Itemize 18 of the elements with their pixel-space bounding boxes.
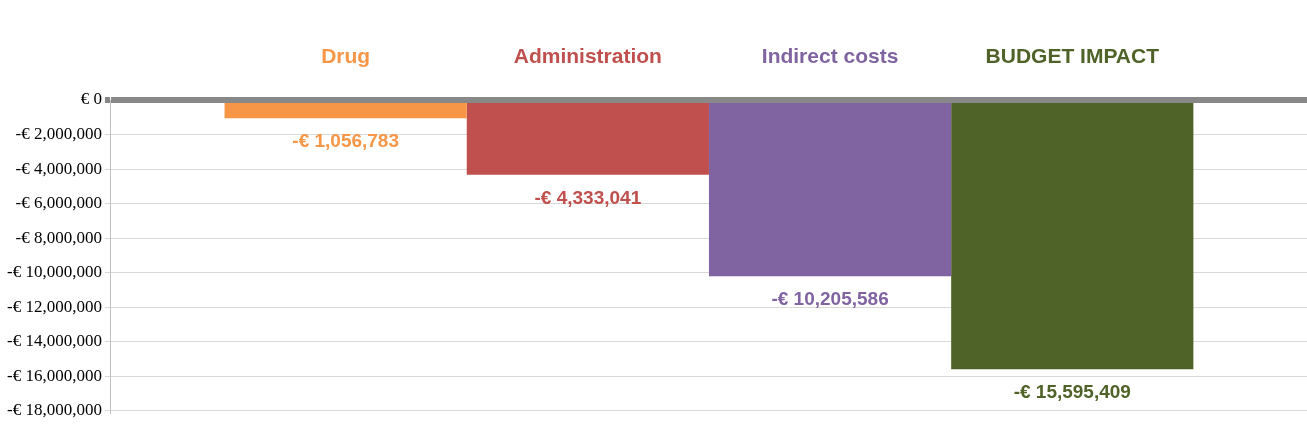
- series-label: Drug: [321, 44, 371, 68]
- series-label: Indirect costs: [761, 44, 899, 68]
- y-tick-label: -€ 6,000,000: [15, 193, 102, 213]
- series-label: BUDGET IMPACT: [985, 44, 1160, 68]
- y-tick-label: -€ 12,000,000: [6, 296, 102, 316]
- y-tick-label: -€ 14,000,000: [6, 331, 102, 351]
- y-tick-label: -€ 16,000,000: [6, 365, 102, 385]
- y-tick-label: -€ 18,000,000: [6, 400, 102, 420]
- data-label: -€ 10,205,586: [771, 287, 889, 309]
- data-label: -€ 1,056,783: [292, 129, 399, 151]
- y-tick-label: -€ 8,000,000: [15, 227, 102, 247]
- y-tick-label: -€ 2,000,000: [15, 124, 102, 143]
- y-tick-label: € 0: [80, 89, 102, 109]
- data-label: -€ 4,333,041: [534, 186, 642, 208]
- y-tick-label: -€ 4,000,000: [15, 158, 102, 178]
- y-tick-label: -€ 10,000,000: [6, 262, 102, 282]
- series-label: Administration: [513, 44, 662, 68]
- data-label: -€ 15,595,409: [1013, 381, 1131, 403]
